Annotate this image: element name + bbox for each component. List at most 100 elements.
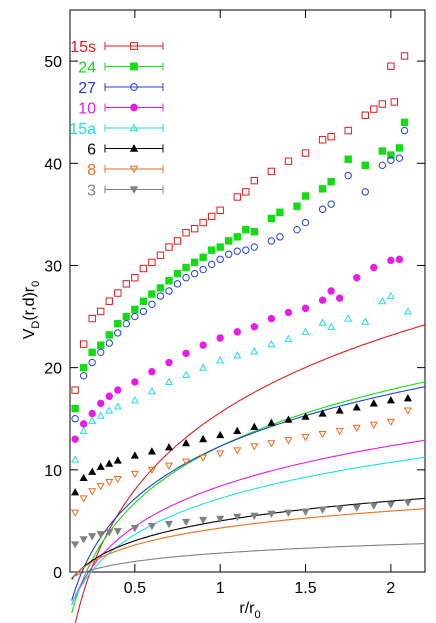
data-point — [96, 483, 105, 491]
data-point — [182, 458, 191, 466]
fit-line-15a — [71, 456, 426, 606]
legend-label: 8 — [87, 162, 96, 179]
data-point — [327, 200, 335, 208]
data-point — [370, 105, 378, 113]
data-point — [105, 297, 113, 305]
data-point — [156, 284, 165, 292]
data-point — [327, 322, 336, 330]
data-point — [318, 296, 327, 304]
data-point — [105, 406, 114, 414]
data-point — [216, 515, 225, 524]
data-point — [335, 406, 344, 414]
data-point — [88, 348, 96, 357]
fit-line-8 — [71, 508, 426, 579]
data-point — [71, 509, 80, 517]
data-point — [114, 319, 122, 328]
data-point — [344, 155, 352, 163]
data-point — [267, 418, 276, 426]
data-point — [403, 307, 412, 315]
data-point — [267, 237, 276, 245]
data-point — [387, 156, 395, 164]
data-point — [105, 529, 114, 537]
data-point — [293, 202, 301, 210]
data-point — [173, 269, 182, 278]
data-point — [335, 427, 344, 436]
fit-line-3 — [71, 543, 425, 579]
data-point — [199, 363, 208, 371]
data-point — [156, 292, 165, 300]
data-point — [79, 536, 88, 544]
x-tick-label: 0.5 — [124, 580, 146, 597]
data-point — [96, 462, 105, 470]
data-point — [190, 258, 199, 267]
data-point — [105, 459, 114, 467]
data-point — [369, 502, 378, 510]
series-3 — [71, 499, 425, 579]
data-point — [182, 518, 191, 527]
data-point — [267, 510, 276, 518]
data-point — [242, 188, 250, 196]
data-point — [352, 504, 361, 512]
legend-marker — [130, 83, 138, 91]
data-point — [387, 256, 395, 265]
legend-item-24: 24 — [78, 60, 164, 77]
data-point — [190, 269, 199, 278]
data-point — [400, 126, 409, 135]
legend-item-10: 10 — [78, 101, 164, 118]
y-tick-label: 10 — [44, 463, 62, 480]
legend-item-15s: 15s — [70, 39, 164, 56]
x-tick-label: 1 — [216, 580, 225, 597]
data-point — [131, 378, 139, 386]
legend: 15s 24 27 10 15a 6 8 3 — [69, 39, 164, 200]
data-point — [301, 304, 310, 313]
data-point — [71, 488, 80, 496]
data-point — [327, 287, 335, 295]
data-point — [250, 443, 259, 451]
data-point — [216, 255, 224, 264]
legend-marker — [130, 62, 138, 71]
data-point — [250, 243, 259, 251]
data-point — [395, 144, 404, 152]
data-point — [79, 363, 88, 372]
data-point — [250, 176, 259, 185]
data-point — [301, 327, 310, 335]
data-point — [105, 339, 113, 347]
legend-marker — [129, 144, 139, 152]
data-point — [96, 411, 105, 419]
data-point — [390, 98, 398, 106]
data-point — [267, 440, 276, 448]
data-point — [71, 404, 79, 413]
data-point — [301, 218, 310, 227]
data-point — [276, 208, 284, 217]
data-point — [267, 214, 276, 223]
data-point — [225, 237, 233, 245]
data-point — [352, 403, 361, 411]
ylabel-rest-sub: 0 — [30, 281, 42, 287]
data-point — [131, 274, 139, 282]
data-point — [164, 443, 174, 451]
data-point — [114, 386, 122, 394]
data-point — [114, 289, 122, 297]
x-tick-label: 1.5 — [294, 580, 316, 597]
data-point — [395, 255, 404, 264]
y-tick-label: 20 — [44, 361, 62, 378]
data-point — [148, 258, 156, 267]
data-point — [114, 329, 122, 337]
series-10 — [71, 255, 426, 606]
data-point — [403, 499, 412, 507]
data-point — [344, 314, 353, 322]
data-point — [105, 479, 114, 487]
data-point — [301, 149, 310, 157]
x-tick-label: 2 — [386, 580, 395, 597]
data-point — [386, 418, 395, 427]
legend-label: 6 — [87, 142, 96, 159]
data-point — [233, 193, 241, 201]
data-point — [344, 126, 352, 135]
data-point — [97, 399, 105, 408]
data-point — [242, 246, 250, 254]
legend-item-27: 27 — [78, 80, 164, 97]
fit-line-6 — [71, 497, 426, 580]
data-point — [293, 225, 301, 234]
data-point — [113, 528, 122, 536]
